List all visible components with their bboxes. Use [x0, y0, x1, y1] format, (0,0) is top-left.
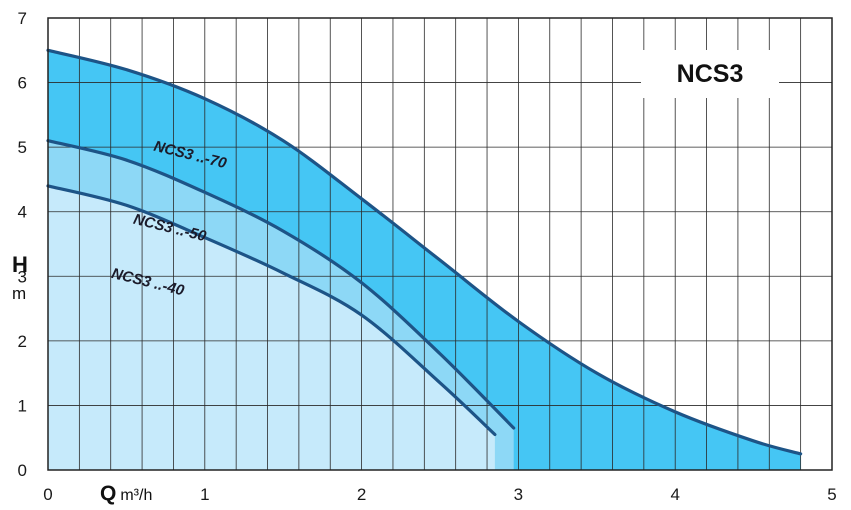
x-axis-unit: m³/h	[120, 487, 153, 504]
area-fill-3	[48, 185, 495, 470]
y-axis-symbol: H	[12, 252, 28, 277]
x-tick-label: 3	[514, 485, 523, 504]
x-tick-label: 1	[200, 485, 209, 504]
y-tick-labels: 0 1 2 3 4 5 6 7	[18, 9, 27, 480]
y-tick-label: 3	[18, 267, 27, 286]
y-tick-label: 4	[18, 203, 27, 222]
curve-lines	[46, 48, 803, 456]
y-tick-label: 5	[18, 138, 27, 157]
plot-frame	[47, 17, 833, 471]
y-tick-label: 2	[18, 332, 27, 351]
y-tick-label: 6	[18, 74, 27, 93]
y-tick-label: 7	[18, 9, 27, 28]
x-tick-label: 5	[827, 485, 836, 504]
x-tick-label: 0	[43, 485, 52, 504]
chart-title: NCS3	[641, 50, 779, 98]
x-tick-label: 2	[357, 485, 366, 504]
x-tick-label: 4	[670, 485, 679, 504]
x-axis-symbol: Q	[100, 482, 117, 505]
curve-line-3	[46, 184, 497, 437]
y-axis-unit: m	[12, 284, 27, 303]
y-tick-label: 0	[18, 461, 27, 480]
x-tick-labels: 0 1 2 3 4 5	[43, 485, 836, 504]
y-tick-label: 1	[18, 396, 27, 415]
curve-line-1	[46, 48, 803, 456]
curve-line-2	[46, 139, 516, 430]
